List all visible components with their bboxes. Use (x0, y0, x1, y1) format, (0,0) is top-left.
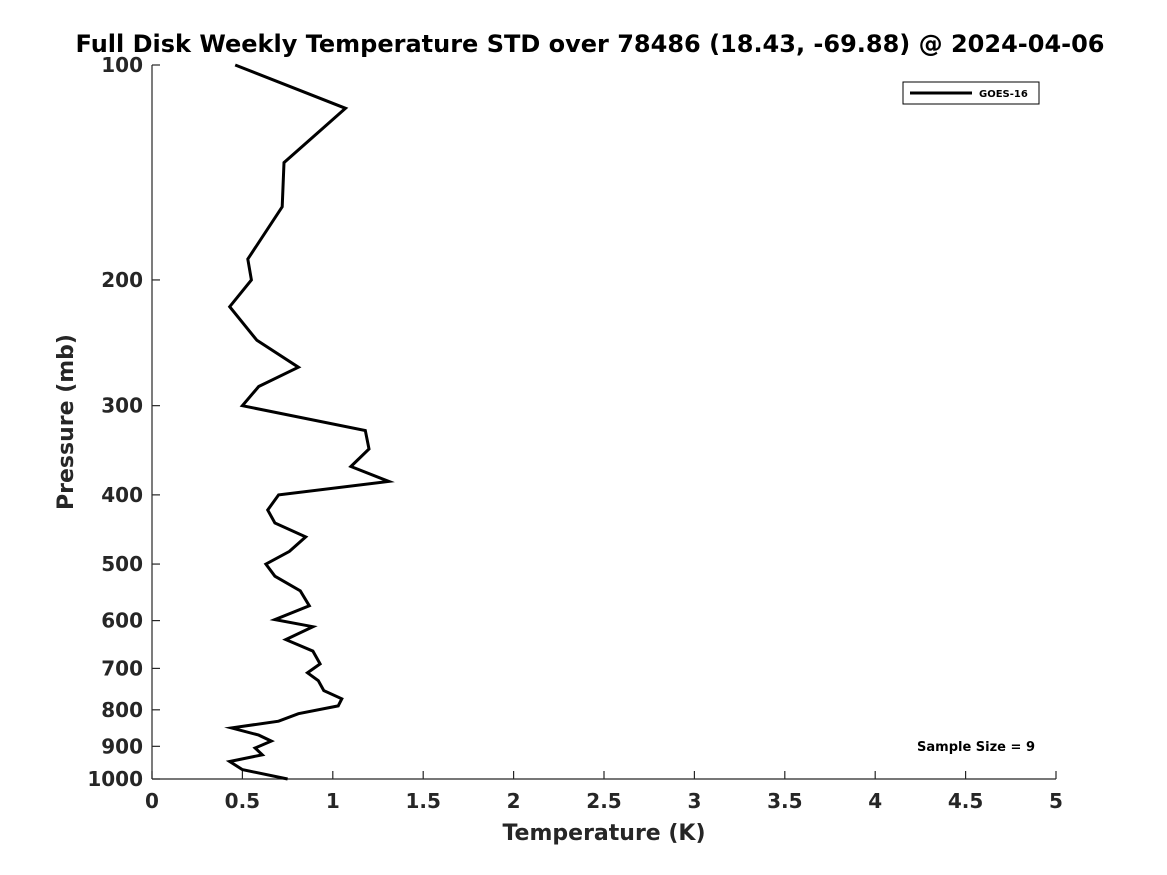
y-tick-label: 600 (101, 609, 143, 633)
y-tick-label: 700 (101, 656, 143, 680)
x-tick-label: 2 (507, 789, 521, 813)
y-tick-label: 900 (101, 734, 143, 758)
y-tick-label: 400 (101, 483, 143, 507)
legend: GOES-16 (902, 81, 1040, 105)
chart-title: Full Disk Weekly Temperature STD over 78… (76, 30, 1105, 58)
x-tick-label: 1.5 (405, 789, 440, 813)
y-ticks: 100 200 300 400 500 600 700 800 900 1000 (87, 53, 160, 791)
y-axis-label: Pressure (mb) (54, 334, 79, 510)
x-tick-label: 2.5 (586, 789, 621, 813)
x-tick-label: 1 (326, 789, 340, 813)
series-layer (224, 63, 395, 781)
plot-area-background (152, 65, 1056, 779)
plot-area: 0 0.5 1 1.5 2 2.5 3 3.5 4 4.5 5 100 200 300 400 500 600… (87, 53, 1063, 813)
sample-size-annotation: Sample Size = 9 (917, 740, 1035, 755)
x-tick-label: 3.5 (767, 789, 802, 813)
y-tick-label: 200 (101, 268, 143, 292)
x-tick-label: 5 (1049, 789, 1063, 813)
y-tick-label: 300 (101, 394, 143, 418)
x-tick-label: 4.5 (948, 789, 983, 813)
legend-label-goes-16: GOES-16 (979, 89, 1028, 100)
x-tick-label: 3 (687, 789, 701, 813)
x-tick-label: 0 (145, 789, 159, 813)
y-tick-label: 100 (101, 53, 143, 77)
x-tick-label: 0.5 (225, 789, 260, 813)
x-tick-label: 4 (868, 789, 882, 813)
x-ticks: 0 0.5 1 1.5 2 2.5 3 3.5 4 4.5 5 (145, 771, 1063, 813)
y-tick-label: 800 (101, 698, 143, 722)
y-tick-label: 500 (101, 552, 143, 576)
series-line-goes-16 (224, 63, 395, 781)
y-tick-label: 1000 (87, 767, 143, 791)
x-axis-label: Temperature (K) (502, 821, 705, 846)
